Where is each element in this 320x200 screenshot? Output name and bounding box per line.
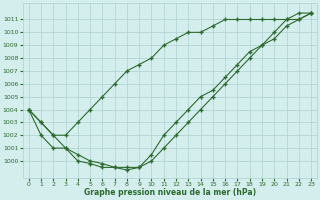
X-axis label: Graphe pression niveau de la mer (hPa): Graphe pression niveau de la mer (hPa) [84, 188, 256, 197]
